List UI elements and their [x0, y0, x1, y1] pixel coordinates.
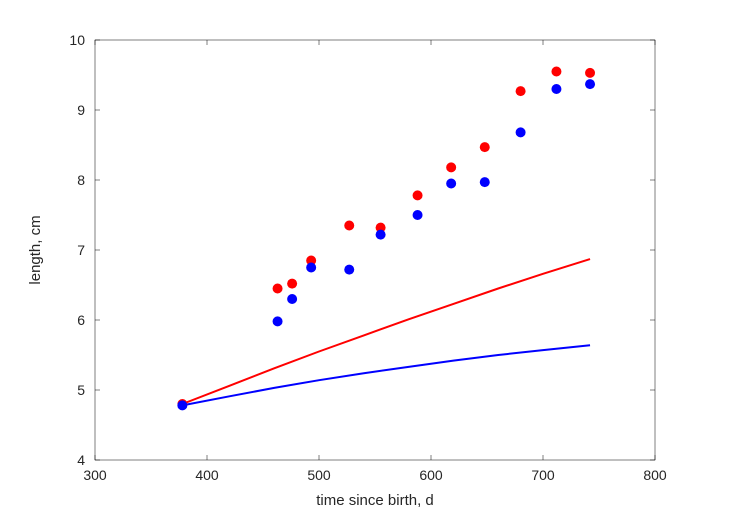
x-tick-label: 300 [83, 467, 107, 483]
y-tick-label: 4 [77, 452, 85, 468]
point-red-points [446, 162, 456, 172]
y-tick-label: 9 [77, 102, 85, 118]
y-tick-label: 8 [77, 172, 85, 188]
y-tick-label: 5 [77, 382, 85, 398]
point-blue-points [413, 210, 423, 220]
series-red-line [182, 259, 590, 404]
point-blue-points [585, 79, 595, 89]
point-blue-points [480, 177, 490, 187]
y-tick-label: 6 [77, 312, 85, 328]
point-blue-points [344, 265, 354, 275]
point-red-points [413, 190, 423, 200]
x-tick-label: 800 [643, 467, 667, 483]
series-blue-line [182, 345, 590, 405]
point-red-points [344, 221, 354, 231]
chart-container: 300 400 500 600 700 800 4 5 6 7 8 9 10 time since bir… [0, 0, 729, 521]
point-red-points [480, 142, 490, 152]
x-tick-label: 500 [307, 467, 331, 483]
x-tick-label: 700 [531, 467, 555, 483]
y-axis-label: length, cm [27, 215, 44, 284]
point-blue-points [273, 316, 283, 326]
x-axis-label: time since birth, d [316, 492, 434, 509]
y-tick-label: 10 [69, 32, 85, 48]
plot-box [95, 40, 655, 460]
x-tick-label: 400 [195, 467, 219, 483]
point-red-points [516, 86, 526, 96]
point-red-points [287, 279, 297, 289]
point-blue-points [177, 400, 187, 410]
x-tick-label: 600 [419, 467, 443, 483]
point-blue-points [551, 84, 561, 94]
point-blue-points [376, 230, 386, 240]
point-red-points [585, 68, 595, 78]
point-red-points [551, 67, 561, 77]
y-tick-label: 7 [77, 242, 85, 258]
point-blue-points [446, 179, 456, 189]
point-red-points [273, 284, 283, 294]
chart-svg: 300 400 500 600 700 800 4 5 6 7 8 9 10 time since bir… [0, 0, 729, 521]
point-blue-points [306, 263, 316, 273]
point-blue-points [287, 294, 297, 304]
point-blue-points [516, 127, 526, 137]
